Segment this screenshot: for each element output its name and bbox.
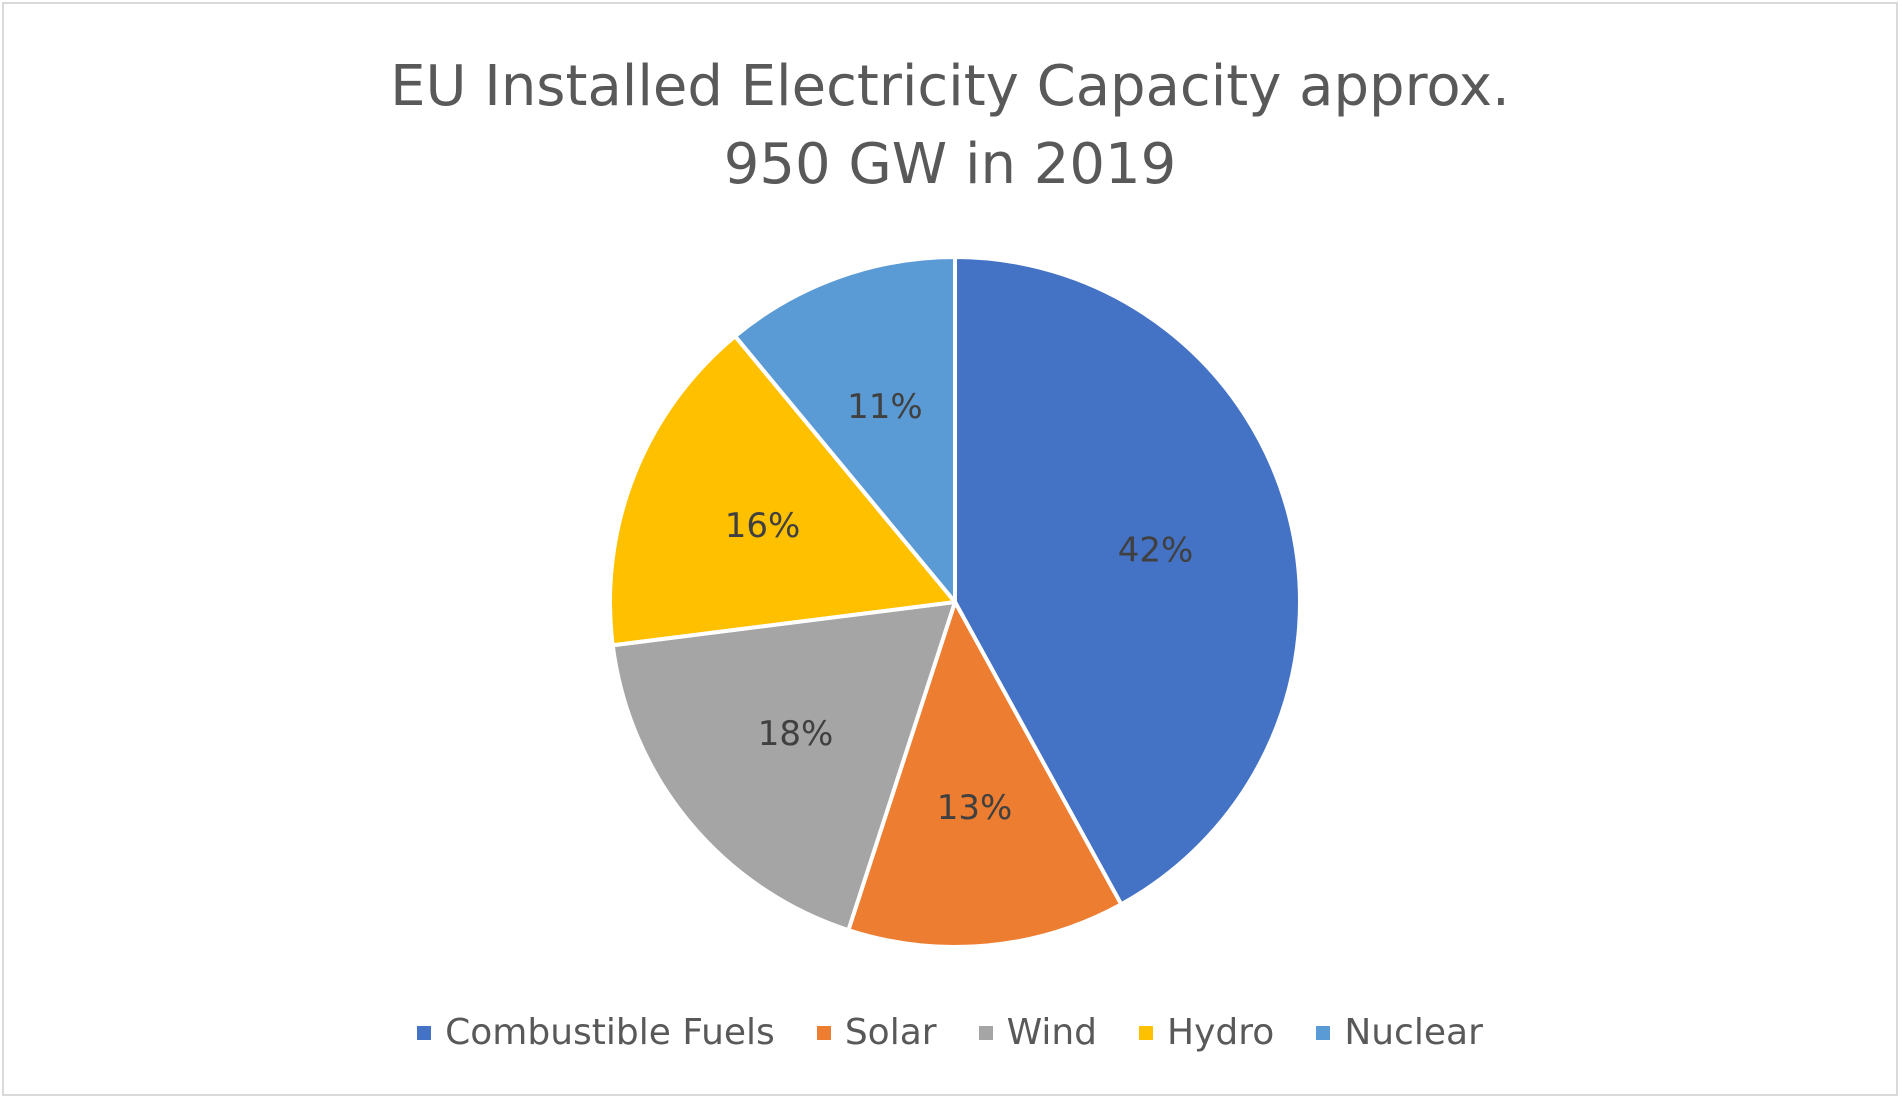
legend-label: Nuclear xyxy=(1344,1012,1483,1053)
legend-swatch xyxy=(1139,1025,1154,1040)
legend-label: Combustible Fuels xyxy=(445,1012,775,1053)
legend-item-solar[interactable]: Solar xyxy=(816,1012,937,1053)
legend-label: Wind xyxy=(1006,1012,1098,1053)
pie-slice-wind[interactable] xyxy=(610,600,957,933)
legend-label: Hydro xyxy=(1167,1012,1275,1053)
pie-chart: 42% 13% 18% 16% 11% xyxy=(608,255,1303,949)
pie-slice-nuclear[interactable] xyxy=(733,255,957,604)
legend-swatch xyxy=(1316,1025,1331,1040)
legend-item-wind[interactable]: Wind xyxy=(978,1012,1098,1053)
legend-item-nuclear[interactable]: Nuclear xyxy=(1316,1012,1483,1053)
data-label-hydro: 16% xyxy=(725,506,801,546)
pie-data-labels: 42% 13% 18% 16% 11% xyxy=(725,387,1194,828)
legend-label: Solar xyxy=(844,1012,937,1053)
pie-slices xyxy=(608,255,1303,949)
data-label-combustible-fuels: 42% xyxy=(1118,531,1194,571)
chart-title-line-1: EU Installed Electricity Capacity approx… xyxy=(390,54,1510,119)
legend-swatch xyxy=(417,1025,432,1040)
legend-swatch xyxy=(816,1025,831,1040)
chart-title: EU Installed Electricity Capacity approx… xyxy=(4,48,1896,204)
legend-swatch xyxy=(978,1025,993,1040)
data-label-solar: 13% xyxy=(937,788,1013,828)
legend-item-hydro[interactable]: Hydro xyxy=(1139,1012,1274,1053)
legend-item-combustible-fuels[interactable]: Combustible Fuels xyxy=(417,1012,775,1053)
chart-title-line-2: 950 GW in 2019 xyxy=(723,132,1177,197)
data-label-wind: 18% xyxy=(758,714,834,754)
data-label-nuclear: 11% xyxy=(847,387,923,427)
chart-legend: Combustible Fuels Solar Wind Hydro Nucle… xyxy=(4,1012,1896,1053)
pie-slice-solar[interactable] xyxy=(846,600,1124,949)
pie-slice-hydro[interactable] xyxy=(608,334,957,648)
pie-slice-combustible-fuels[interactable] xyxy=(953,255,1303,907)
